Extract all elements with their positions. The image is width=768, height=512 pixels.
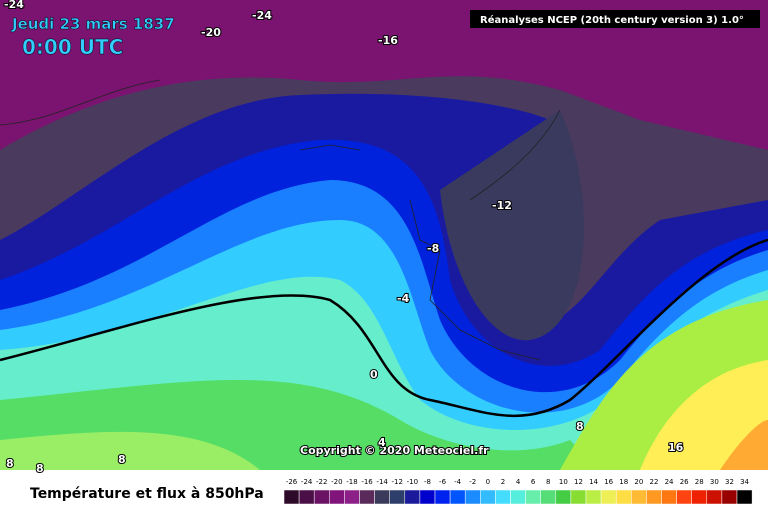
legend-swatch (631, 489, 647, 505)
legend-label: 24 (665, 478, 674, 486)
legend-swatch (404, 489, 421, 505)
legend-swatch (585, 489, 602, 505)
legend-label: -14 (376, 478, 388, 486)
legend-label: 34 (740, 478, 749, 486)
legend-label: 22 (649, 478, 658, 486)
legend-swatch (540, 489, 557, 505)
legend-label: 14 (589, 478, 598, 486)
cold-trough (440, 110, 584, 341)
copyright: Copyright © 2020 Meteociel.fr (300, 444, 489, 457)
legend-label: -4 (454, 478, 462, 486)
legend-swatch (706, 489, 723, 505)
legend-label: 18 (619, 478, 628, 486)
legend-swatch (721, 489, 738, 505)
legend-swatch (389, 489, 406, 505)
legend-label: -16 (361, 478, 373, 486)
legend-title: Température et flux à 850hPa (30, 486, 264, 502)
temp-band (0, 431, 260, 470)
zero-isotherm (0, 238, 768, 418)
isotherm-label: -20 (201, 26, 221, 39)
legend-swatch (691, 489, 708, 505)
legend-label: -24 (301, 478, 313, 486)
legend-label: 20 (634, 478, 643, 486)
isotherm-label: -24 (4, 0, 24, 11)
legend-swatch (283, 489, 300, 505)
isotherm-label: 8 (36, 462, 44, 475)
legend-label: 12 (574, 478, 583, 486)
legend-label: -8 (424, 478, 431, 486)
legend-label: 30 (710, 478, 719, 486)
legend-swatch (510, 489, 526, 505)
legend-swatch (676, 489, 692, 505)
legend-swatch (615, 489, 632, 505)
legend-swatch (480, 489, 496, 505)
legend-swatch (495, 489, 511, 505)
legend-label: -6 (439, 478, 447, 486)
legend-swatch (449, 489, 466, 505)
temp-band (720, 420, 768, 470)
legend-label: 4 (516, 478, 521, 486)
legend-label: -18 (346, 478, 357, 486)
legend-label: 8 (546, 478, 550, 486)
isotherm-label: -16 (378, 34, 398, 47)
legend-swatch (646, 489, 662, 505)
legend-swatch (555, 489, 572, 505)
isotherm-label: -8 (427, 242, 439, 255)
isotherm-label: -12 (492, 199, 512, 212)
legend-label: -10 (407, 478, 418, 486)
legend-swatch (525, 489, 541, 505)
legend-swatch (570, 489, 587, 505)
date-text: Jeudi 23 mars 1837 (11, 15, 175, 33)
legend-label: -26 (286, 478, 298, 486)
legend-label: -2 (469, 478, 476, 486)
legend-swatch (298, 489, 315, 505)
legend-label: -22 (316, 478, 327, 486)
legend-label: 2 (501, 478, 505, 486)
time-text: 0:00 UTC (22, 35, 123, 59)
legend-swatch (419, 489, 436, 505)
legend-swatch (434, 489, 451, 505)
coastline (0, 79, 561, 361)
legend-swatch (600, 489, 617, 505)
legend-swatch (661, 489, 677, 505)
temp-band (640, 360, 768, 470)
source-text: Réanalyses NCEP (20th century version 3)… (480, 14, 744, 26)
legend-swatch (344, 489, 360, 505)
legend-label: 16 (604, 478, 613, 486)
isotherm-label: -4 (397, 292, 410, 305)
legend-label: 26 (680, 478, 689, 486)
legend-label: 28 (695, 478, 704, 486)
isotherm-label: 0 (370, 368, 378, 381)
isotherm-label: 8 (6, 457, 14, 470)
legend-swatch (359, 489, 375, 505)
legend-swatch (313, 489, 330, 505)
isotherm-label: 4 (378, 436, 386, 449)
legend-label: 32 (725, 478, 734, 486)
source-box (470, 10, 760, 28)
isotherm-label: 16 (668, 441, 684, 454)
legend-swatch (374, 489, 390, 505)
isotherm-label: 8 (118, 453, 126, 466)
legend-swatch (736, 489, 753, 505)
legend-swatch (464, 489, 481, 505)
isotherm-label: 8 (576, 420, 584, 433)
legend-label: -20 (331, 478, 342, 486)
legend-label: 10 (559, 478, 568, 486)
legend-swatch (329, 489, 345, 505)
legend-label: 0 (486, 478, 490, 486)
isotherm-label: -24 (252, 9, 272, 22)
legend-label: -12 (392, 478, 403, 486)
legend-label: 6 (531, 478, 536, 486)
